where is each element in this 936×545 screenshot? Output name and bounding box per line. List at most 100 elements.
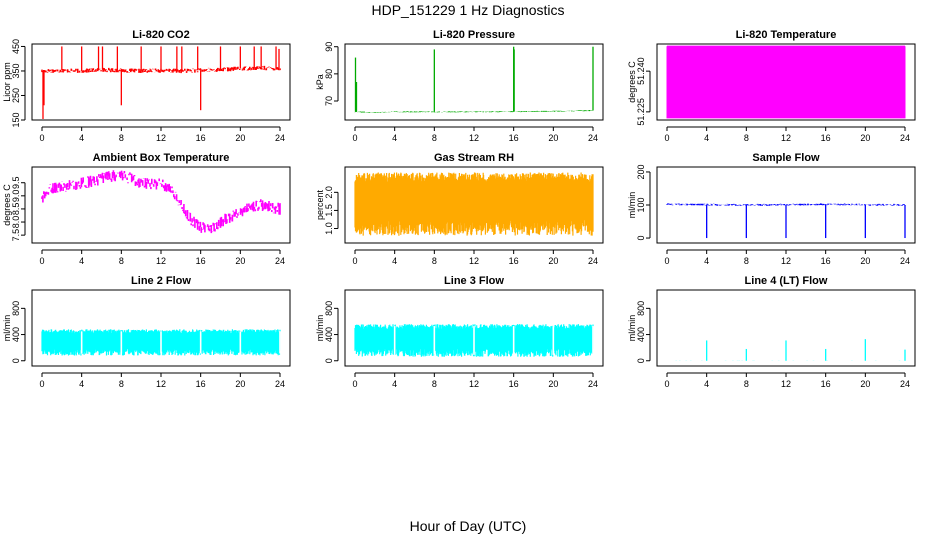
x-tick-label: 20: [548, 133, 558, 143]
series-line: [42, 170, 280, 233]
x-tick-label: 4: [79, 133, 84, 143]
data-trace: [42, 170, 280, 233]
y-tick-label: 200: [636, 164, 646, 179]
y-tick-label: 70: [324, 96, 334, 106]
x-tick-label: 4: [704, 256, 709, 266]
y-tick-label: 51.225: [636, 98, 646, 126]
x-tick-label: 0: [352, 256, 357, 266]
x-tick-label: 16: [196, 133, 206, 143]
x-tick-label: 20: [235, 379, 245, 389]
y-tick-label: 2.0: [324, 186, 334, 199]
x-tick-label: 12: [156, 379, 166, 389]
x-tick-label: 20: [860, 379, 870, 389]
x-axis-caption: Hour of Day (UTC): [0, 518, 936, 534]
y-tick-label: 1.5: [324, 204, 334, 217]
x-tick-label: 4: [704, 379, 709, 389]
x-tick-label: 12: [469, 133, 479, 143]
x-tick-label: 0: [39, 133, 44, 143]
x-tick-label: 24: [275, 379, 285, 389]
plot-frame: [32, 290, 290, 366]
series-line: [667, 46, 905, 118]
x-tick-label: 24: [900, 256, 910, 266]
y-tick-label: 1.0: [324, 222, 334, 235]
x-tick-label: 0: [664, 256, 669, 266]
panel-title: Gas Stream RH: [434, 152, 514, 164]
series-line: [355, 47, 593, 113]
panel-title: Line 3 Flow: [444, 275, 504, 287]
y-tick-label: 7.5: [11, 229, 21, 242]
x-tick-label: 8: [744, 133, 749, 143]
x-tick-label: 0: [39, 256, 44, 266]
series-line: [355, 324, 593, 357]
x-tick-label: 24: [588, 256, 598, 266]
y-tick-label: 800: [11, 301, 21, 316]
x-tick-label: 8: [432, 133, 437, 143]
panel-title: Li-820 Pressure: [433, 29, 515, 41]
panel-title: Li-820 Temperature: [736, 29, 837, 41]
panel-title: Line 4 (LT) Flow: [745, 275, 828, 287]
x-tick-label: 8: [744, 379, 749, 389]
x-tick-label: 0: [352, 133, 357, 143]
x-tick-label: 16: [509, 133, 519, 143]
x-tick-label: 16: [196, 256, 206, 266]
plot-frame: [345, 44, 603, 120]
y-tick-label: 8.5: [11, 203, 21, 216]
x-tick-label: 8: [119, 256, 124, 266]
panel-title: Line 2 Flow: [131, 275, 191, 287]
x-tick-label: 24: [588, 133, 598, 143]
series-line: [42, 329, 280, 355]
y-tick-label: 0: [324, 358, 334, 363]
x-tick-label: 8: [744, 256, 749, 266]
x-tick-label: 8: [119, 379, 124, 389]
x-tick-label: 8: [119, 133, 124, 143]
series-line: [42, 46, 280, 119]
x-tick-label: 4: [392, 133, 397, 143]
panel-title: Sample Flow: [752, 152, 820, 164]
y-tick-label: 100: [636, 197, 646, 212]
x-tick-label: 8: [432, 256, 437, 266]
x-tick-label: 0: [664, 379, 669, 389]
y-tick-label: 9.0: [11, 190, 21, 203]
x-tick-label: 16: [196, 379, 206, 389]
x-tick-label: 12: [156, 133, 166, 143]
x-tick-label: 12: [781, 379, 791, 389]
panel-title: Li-820 CO2: [132, 29, 189, 41]
x-tick-label: 24: [275, 256, 285, 266]
y-tick-label: 250: [11, 88, 21, 103]
y-tick-label: 450: [11, 39, 21, 54]
y-tick-label: 80: [324, 69, 334, 79]
x-tick-label: 16: [821, 133, 831, 143]
y-tick-label: 51.240: [636, 57, 646, 85]
x-tick-label: 12: [469, 256, 479, 266]
y-tick-label: 0: [636, 236, 646, 241]
x-tick-label: 16: [509, 379, 519, 389]
x-tick-label: 12: [469, 379, 479, 389]
x-tick-label: 20: [235, 133, 245, 143]
series-line: [667, 339, 905, 361]
x-tick-label: 20: [860, 133, 870, 143]
y-tick-label: 0: [11, 358, 21, 363]
x-tick-label: 24: [275, 133, 285, 143]
x-tick-label: 8: [432, 379, 437, 389]
x-tick-label: 4: [79, 256, 84, 266]
x-tick-label: 24: [588, 379, 598, 389]
x-tick-label: 20: [548, 256, 558, 266]
x-tick-label: 20: [235, 256, 245, 266]
data-trace: [355, 110, 593, 113]
y-tick-label: 400: [11, 327, 21, 342]
x-tick-label: 12: [156, 256, 166, 266]
data-band: [355, 173, 593, 236]
data-trace: [667, 46, 905, 118]
x-tick-label: 0: [39, 379, 44, 389]
x-tick-label: 16: [821, 379, 831, 389]
panel-title: Ambient Box Temperature: [93, 152, 230, 164]
y-tick-label: 800: [636, 301, 646, 316]
x-tick-label: 24: [900, 133, 910, 143]
